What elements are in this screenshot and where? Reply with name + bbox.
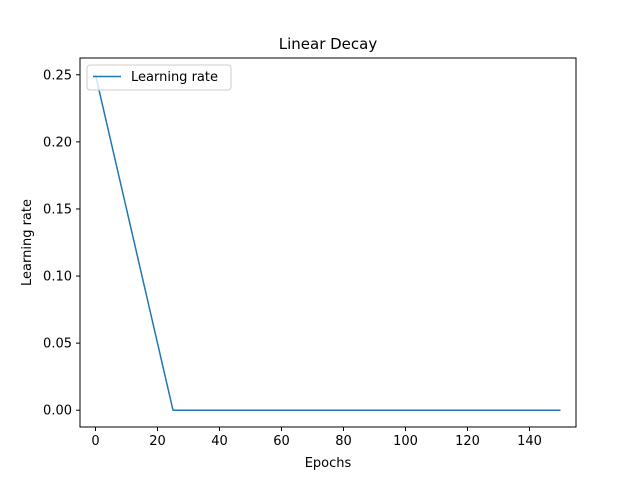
- y-axis: 0.00 0.05 0.10 0.15 0.20 0.25: [43, 68, 80, 419]
- y-axis-label: Learning rate: [20, 199, 35, 286]
- y-tick-label: 0.05: [43, 337, 72, 352]
- x-tick-label: 100: [393, 434, 418, 449]
- x-axis-label: Epochs: [305, 456, 352, 471]
- y-tick-label: 0.00: [43, 404, 72, 419]
- x-tick-label: 0: [91, 434, 99, 449]
- y-tick-label: 0.15: [43, 202, 72, 217]
- chart-title: Linear Decay: [279, 35, 378, 53]
- x-tick-label: 20: [149, 434, 166, 449]
- legend-box: [86, 64, 232, 91]
- x-tick-label: 120: [455, 434, 480, 449]
- series-line-0: [94, 74, 561, 411]
- y-tick-label: 0.25: [43, 68, 72, 83]
- y-tick-label: 0.20: [43, 135, 72, 150]
- y-tick-label: 0.10: [43, 270, 72, 285]
- x-tick-label: 40: [211, 434, 228, 449]
- legend-label: Learning rate: [131, 70, 218, 85]
- x-tick-label: 80: [335, 434, 352, 449]
- legend: Learning rate: [86, 64, 232, 91]
- plot-area: [94, 74, 561, 411]
- x-axis: 0 20 40 60 80 100 120 140: [91, 427, 542, 449]
- plot-frame: [79, 57, 577, 428]
- x-tick-label: 140: [517, 434, 542, 449]
- x-tick-label: 60: [273, 434, 290, 449]
